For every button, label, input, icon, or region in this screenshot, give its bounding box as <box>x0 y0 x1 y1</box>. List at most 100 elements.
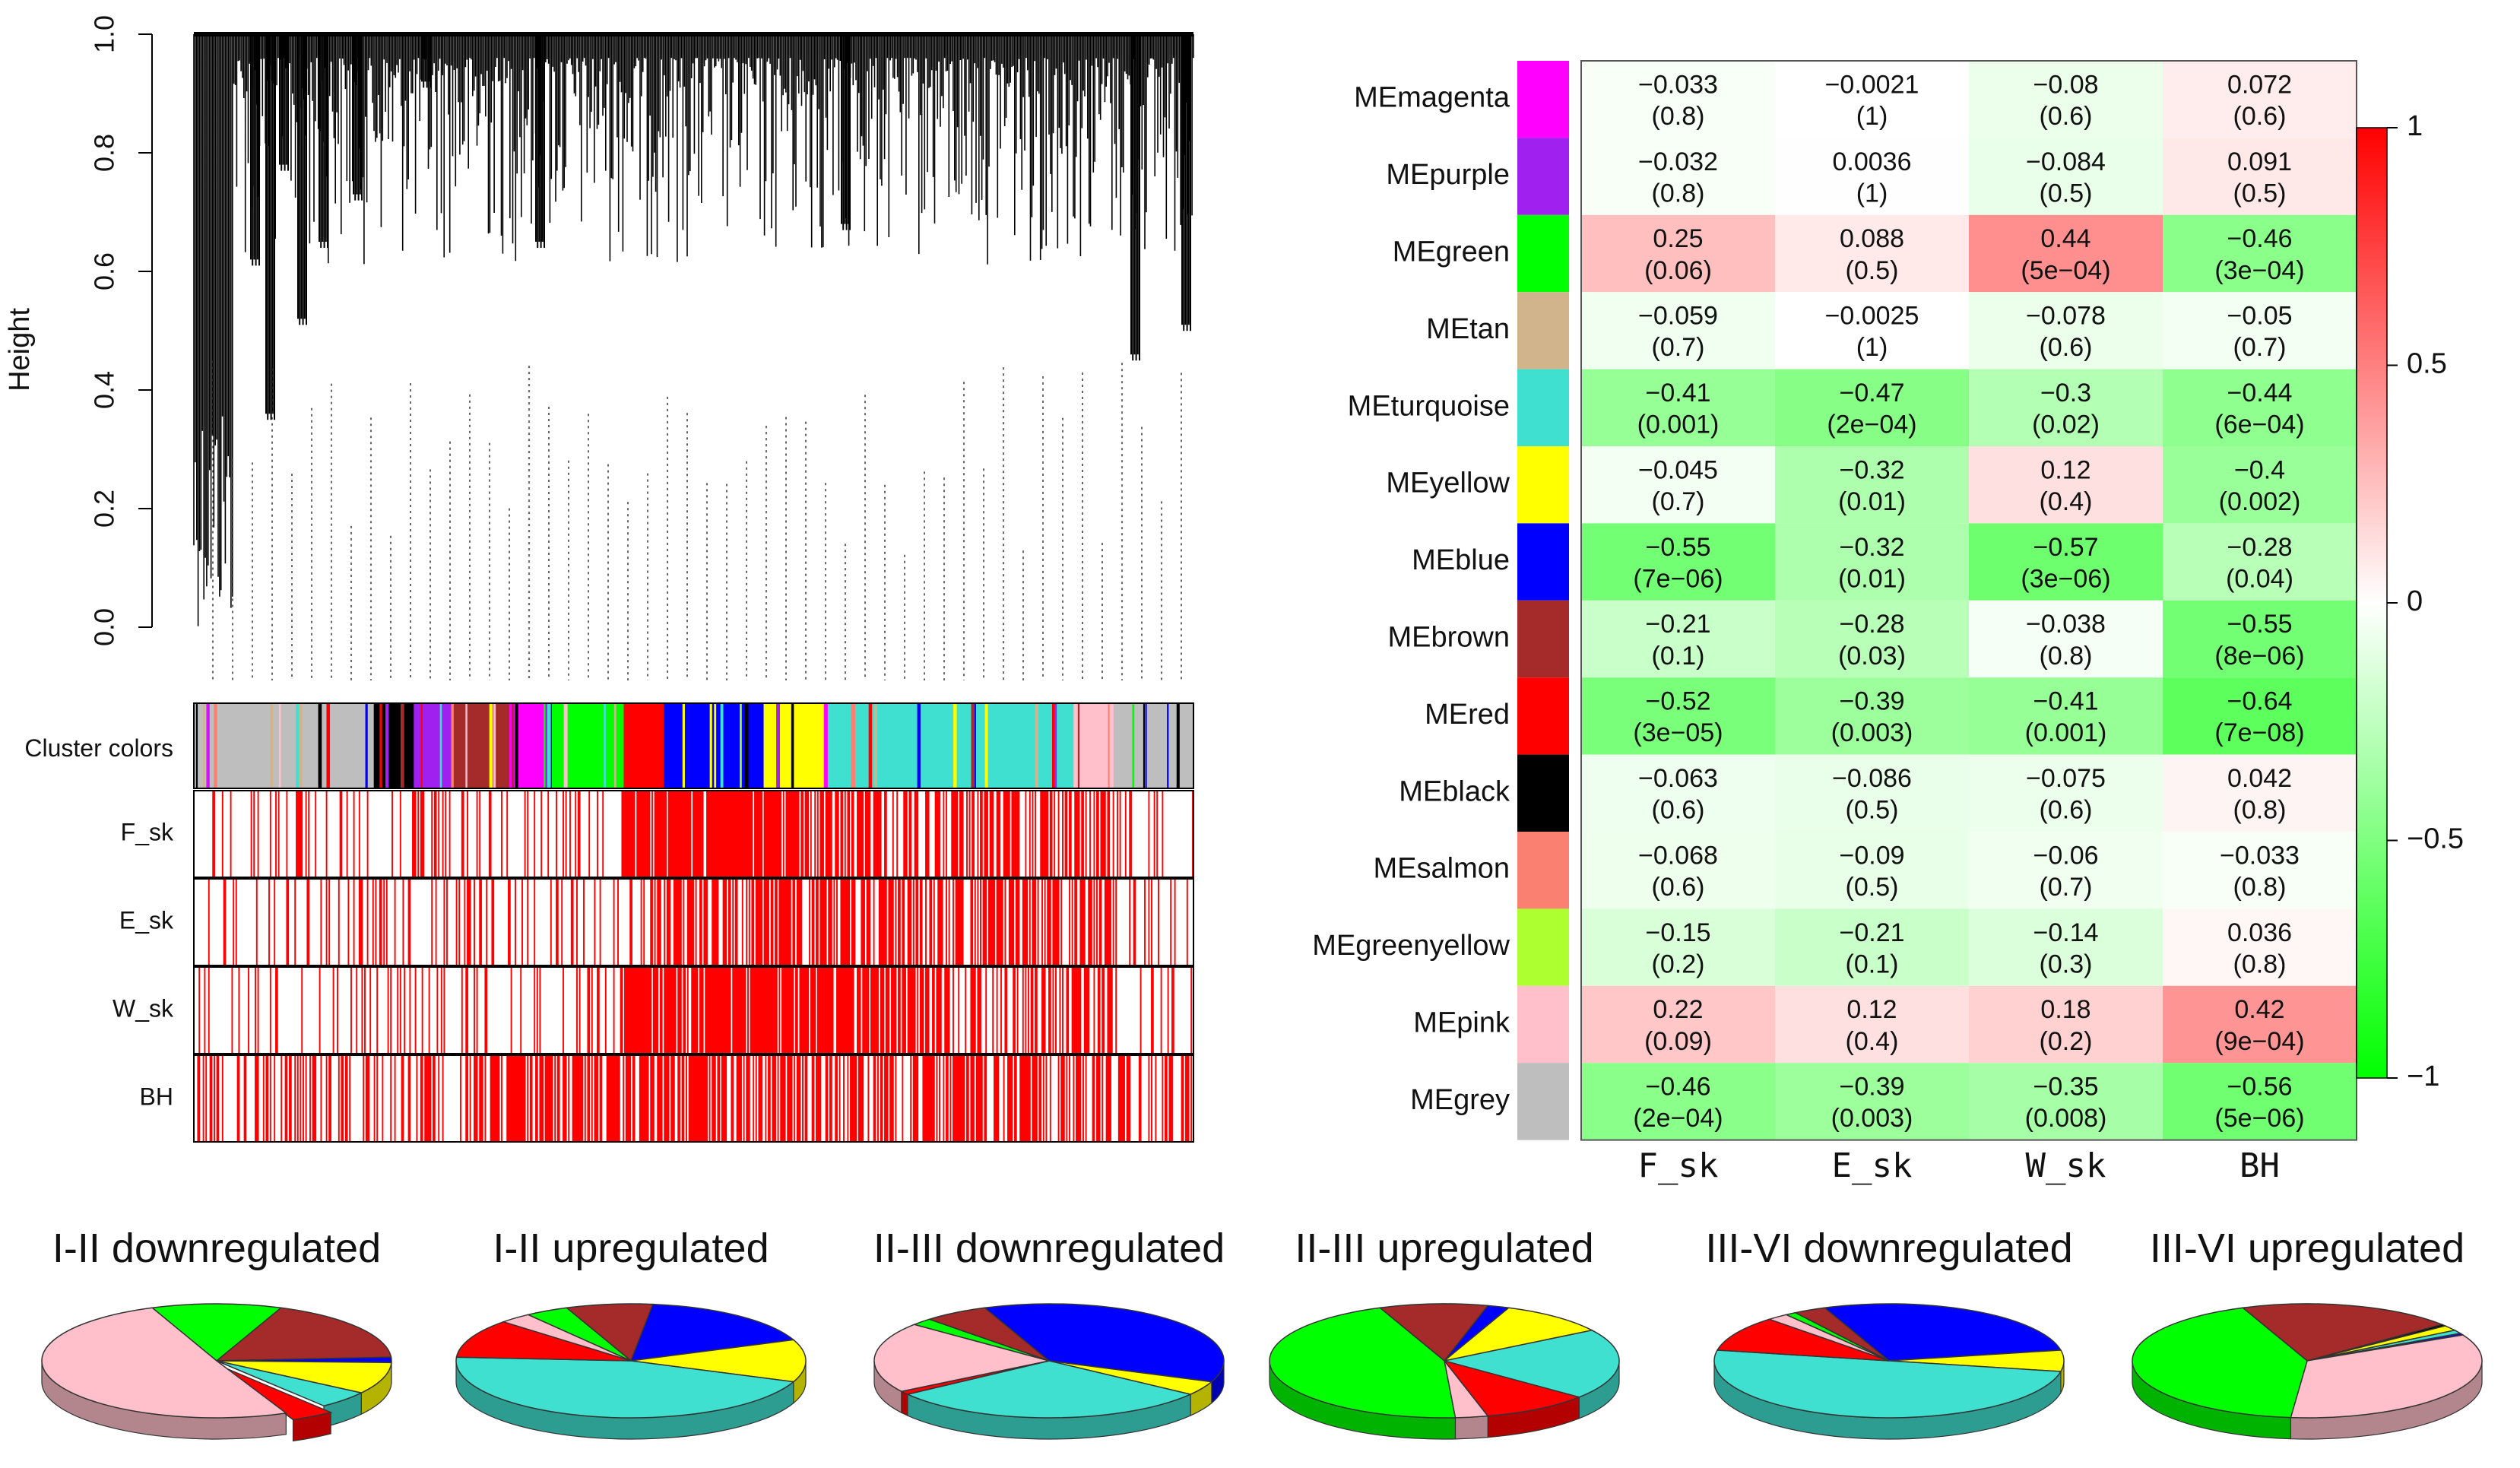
y-tick-label: 0.8 <box>89 134 120 172</box>
heatmap-cell <box>1775 446 1969 524</box>
cluster-color-fleck <box>1143 703 1146 788</box>
cluster-color-fleck <box>202 703 205 788</box>
module-label: MEblack <box>1399 775 1510 807</box>
cluster-color-fleck <box>971 703 975 788</box>
cell-correlation: −0.52 <box>1645 687 1710 716</box>
pie-slice-turquoise <box>455 1356 795 1419</box>
module-label: MEred <box>1425 699 1510 731</box>
pie-slice-brown <box>2241 1303 2444 1362</box>
pie-slice-pink <box>40 1307 288 1419</box>
heatmap-cell <box>1969 832 2163 909</box>
cell-pvalue: (0.6) <box>2040 796 2093 825</box>
module-label: MEyellow <box>1386 468 1510 499</box>
cluster-color-fleck <box>1132 703 1135 788</box>
cell-pvalue: (0.7) <box>2040 873 2093 902</box>
module-trait-heatmap: MEmagenta MEpurple MEgreen MEtan MEturquoise… <box>1312 60 2464 1185</box>
cluster-color-fleck <box>709 703 712 788</box>
heatmap-cell <box>1969 369 2163 446</box>
heatmap-cell <box>1581 61 1775 138</box>
cell-correlation: −0.0025 <box>1825 302 1919 331</box>
module-swatch <box>1517 754 1569 832</box>
cluster-color-fleck <box>851 703 854 788</box>
cluster-color-border <box>193 702 1194 789</box>
y-tick-label: 0.4 <box>89 371 120 409</box>
cell-pvalue: (1) <box>1856 102 1888 131</box>
pie-slice-red <box>1716 1318 1890 1362</box>
heatmap-cell <box>1775 677 1969 755</box>
cluster-color-fleck <box>465 703 468 788</box>
cell-correlation: 0.0036 <box>1833 147 1912 176</box>
legend-bar <box>2356 127 2388 1079</box>
cell-correlation: −0.39 <box>1839 1073 1904 1102</box>
cell-pvalue: (0.002) <box>2219 487 2301 516</box>
cell-pvalue: (0.2) <box>1652 950 1705 978</box>
cluster-color-fleck <box>489 703 493 788</box>
cell-correlation: −0.059 <box>1638 302 1718 331</box>
heatmap-cell <box>1581 523 1775 601</box>
y-tick-label: 0.0 <box>89 608 120 646</box>
heatmap-cell <box>1969 61 2163 138</box>
cell-pvalue: (0.001) <box>1637 411 1720 439</box>
cell-correlation: −0.46 <box>2227 224 2292 253</box>
trait-row-label: W_sk <box>113 994 174 1022</box>
heatmap-cell <box>2163 600 2357 678</box>
heatmap-cell <box>2163 369 2357 446</box>
cluster-color-fleck <box>604 703 607 788</box>
cluster-color-fleck <box>776 703 781 788</box>
heatmap-cell <box>1775 832 1969 909</box>
pie-slice-red <box>223 1366 333 1421</box>
heatmap-cell <box>1775 985 1969 1064</box>
cell-pvalue: (1) <box>1856 333 1888 362</box>
pie-slice-yellow <box>216 1360 392 1393</box>
cell-pvalue: (0.02) <box>2032 411 2100 439</box>
cell-pvalue: (0.7) <box>1652 487 1705 516</box>
cell-correlation: 0.091 <box>2227 147 2292 176</box>
cluster-color-segment <box>623 703 664 788</box>
heatmap-cell <box>1581 138 1775 215</box>
cluster-color-fleck <box>365 703 368 788</box>
cell-correlation: 0.088 <box>1840 224 1904 253</box>
module-swatch <box>1517 369 1569 446</box>
cell-correlation: −0.063 <box>1638 764 1718 793</box>
cluster-color-segment <box>453 703 515 788</box>
pie-side <box>901 1390 908 1417</box>
cluster-color-fleck <box>509 703 512 788</box>
cell-correlation: −0.28 <box>2227 533 2292 562</box>
legend-tick-label: 0.5 <box>2407 348 2447 380</box>
heatmap-cell <box>1969 138 2163 215</box>
heatmap-cell <box>1581 446 1775 524</box>
cell-correlation: 0.42 <box>2234 995 2284 1024</box>
heatmap-cell <box>1969 754 2163 832</box>
cluster-color-fleck <box>613 703 617 788</box>
heatmap-cell <box>1969 1063 2163 1140</box>
trait-row-border <box>193 1054 1194 1143</box>
legend-tick-label: 0 <box>2407 585 2423 617</box>
pie-slice-brown <box>214 1307 392 1362</box>
cell-pvalue: (0.5) <box>1846 256 1899 285</box>
cluster-color-fleck <box>420 703 423 788</box>
cell-correlation: −0.3 <box>2040 379 2091 407</box>
pie-title: II-III downregulated <box>873 1225 1225 1271</box>
heatmap-cell <box>1775 61 1969 138</box>
cell-correlation: −0.35 <box>2033 1073 2098 1102</box>
cell-pvalue: (5e−06) <box>2214 1104 2304 1133</box>
cell-pvalue: (0.6) <box>1652 873 1705 902</box>
cluster-color-segment <box>194 703 375 788</box>
cell-pvalue: (0.8) <box>2040 642 2093 671</box>
trait-column-label: F_sk <box>1638 1146 1719 1185</box>
cell-pvalue: (0.8) <box>1652 179 1705 208</box>
heatmap-cell <box>1581 369 1775 446</box>
cell-pvalue: (0.01) <box>1838 487 1906 516</box>
heatmap-cell <box>1969 908 2163 986</box>
cell-pvalue: (0.7) <box>1652 333 1705 362</box>
cell-correlation: 0.12 <box>1846 995 1897 1024</box>
y-tick-label: 1.0 <box>89 15 120 53</box>
heatmap-cell <box>2163 985 2357 1064</box>
heatmap-cell <box>1581 908 1775 986</box>
pie-slice-blue <box>983 1303 1225 1383</box>
cluster-color-fleck <box>553 703 556 788</box>
dendrogram-branches <box>193 32 1194 680</box>
module-swatch <box>1517 1063 1569 1140</box>
cell-pvalue: (0.8) <box>2233 950 2287 978</box>
cell-correlation: −0.56 <box>2227 1073 2292 1102</box>
